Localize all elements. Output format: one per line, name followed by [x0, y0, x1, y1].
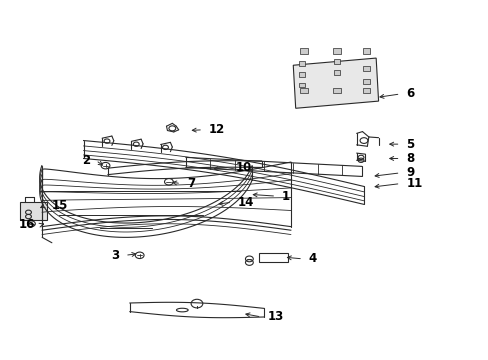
Text: 13: 13: [267, 310, 283, 324]
Text: 6: 6: [406, 87, 414, 100]
Text: 1: 1: [282, 190, 289, 203]
Bar: [20, 202, 47, 220]
Text: 10: 10: [235, 161, 251, 174]
Bar: [259, 253, 288, 262]
Bar: [333, 87, 340, 93]
Bar: [362, 48, 369, 54]
Bar: [300, 87, 307, 93]
Text: 8: 8: [406, 152, 414, 165]
Text: 5: 5: [406, 138, 414, 150]
Bar: [333, 70, 340, 75]
Text: 7: 7: [186, 177, 195, 190]
Bar: [333, 48, 340, 54]
Polygon shape: [293, 58, 378, 108]
Bar: [298, 83, 305, 87]
Text: 2: 2: [81, 154, 90, 167]
Text: 12: 12: [208, 123, 224, 136]
Text: 11: 11: [406, 177, 422, 190]
Text: 14: 14: [238, 196, 254, 209]
Bar: [298, 61, 305, 66]
Text: 15: 15: [51, 199, 68, 212]
Bar: [300, 48, 307, 54]
Text: 16: 16: [19, 218, 35, 231]
Bar: [333, 59, 340, 64]
Text: 3: 3: [111, 249, 119, 262]
Bar: [298, 72, 305, 77]
Bar: [363, 67, 369, 71]
Text: 9: 9: [406, 166, 414, 179]
Bar: [362, 87, 369, 93]
Bar: [363, 79, 369, 84]
Text: 4: 4: [308, 252, 316, 265]
